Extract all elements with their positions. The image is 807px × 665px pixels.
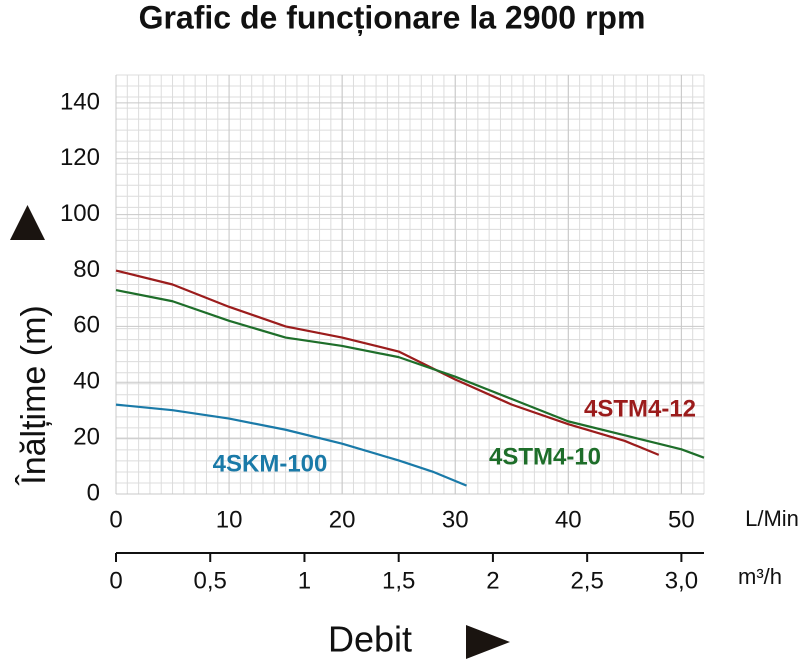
x-tick-label: 10 <box>216 506 243 533</box>
x2-tick-label: 0,5 <box>194 567 227 594</box>
y-tick-label: 0 <box>87 479 100 506</box>
series-line <box>115 269 660 456</box>
x-tick-label: 20 <box>329 506 356 533</box>
series-label: 4SKM-100 <box>213 450 328 477</box>
x-tick-label: 40 <box>555 506 582 533</box>
y-tick-label: 140 <box>60 88 100 115</box>
y-tick-label: 20 <box>73 423 100 450</box>
series-line <box>115 403 467 487</box>
series-line <box>115 289 705 459</box>
y-tick-label: 80 <box>73 256 100 283</box>
x2-tick-label: 1 <box>298 567 311 594</box>
y-arrow <box>10 205 45 240</box>
y-tick-label: 60 <box>73 312 100 339</box>
x2-tick-label: 0 <box>109 567 122 594</box>
x2-tick-label: 2 <box>486 567 499 594</box>
x2-tick-label: 2,5 <box>570 567 603 594</box>
x2-tick-label: 1,5 <box>382 567 415 594</box>
y-tick-label: 40 <box>73 368 100 395</box>
x-axis-label: Debit <box>328 619 412 660</box>
y-tick-label: 120 <box>60 144 100 171</box>
y-tick-label: 100 <box>60 200 100 227</box>
x-unit: L/Min <box>745 506 799 531</box>
y-axis-label: Înălțime (m) <box>15 305 53 485</box>
series-label: 4STM4-10 <box>489 443 601 470</box>
series-label: 4STM4-12 <box>584 395 696 422</box>
x2-unit: m³/h <box>738 564 782 589</box>
x-tick-label: 50 <box>668 506 695 533</box>
x-arrow <box>466 625 510 659</box>
x-tick-label: 30 <box>442 506 469 533</box>
chart-title: Grafic de funcționare la 2900 rpm <box>139 0 646 35</box>
x-tick-label: 0 <box>109 506 122 533</box>
x2-tick-label: 3,0 <box>665 567 698 594</box>
